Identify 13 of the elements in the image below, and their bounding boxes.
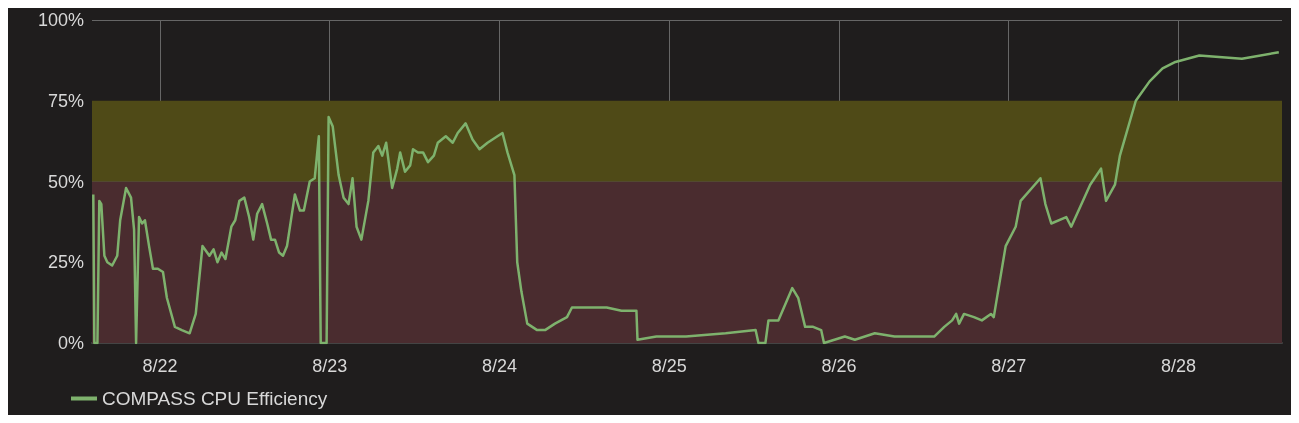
x-tick-label: 8/27 (991, 356, 1027, 376)
x-tick-label: 8/26 (821, 356, 857, 376)
y-tick-label: 0% (57, 333, 84, 353)
x-tick-label: 8/22 (142, 356, 178, 376)
x-tick-label: 8/23 (312, 356, 348, 376)
x-tick-label: 8/25 (651, 356, 687, 376)
y-tick-label: 75% (47, 90, 84, 111)
y-tick-label: 50% (47, 171, 84, 192)
y-tick-label: 100% (37, 10, 84, 30)
x-tick-label: 8/28 (1160, 356, 1197, 376)
y-tick-label: 25% (47, 252, 84, 273)
x-tick-label: 8/24 (481, 356, 517, 376)
legend-label: COMPASS CPU Efficiency (102, 388, 328, 409)
